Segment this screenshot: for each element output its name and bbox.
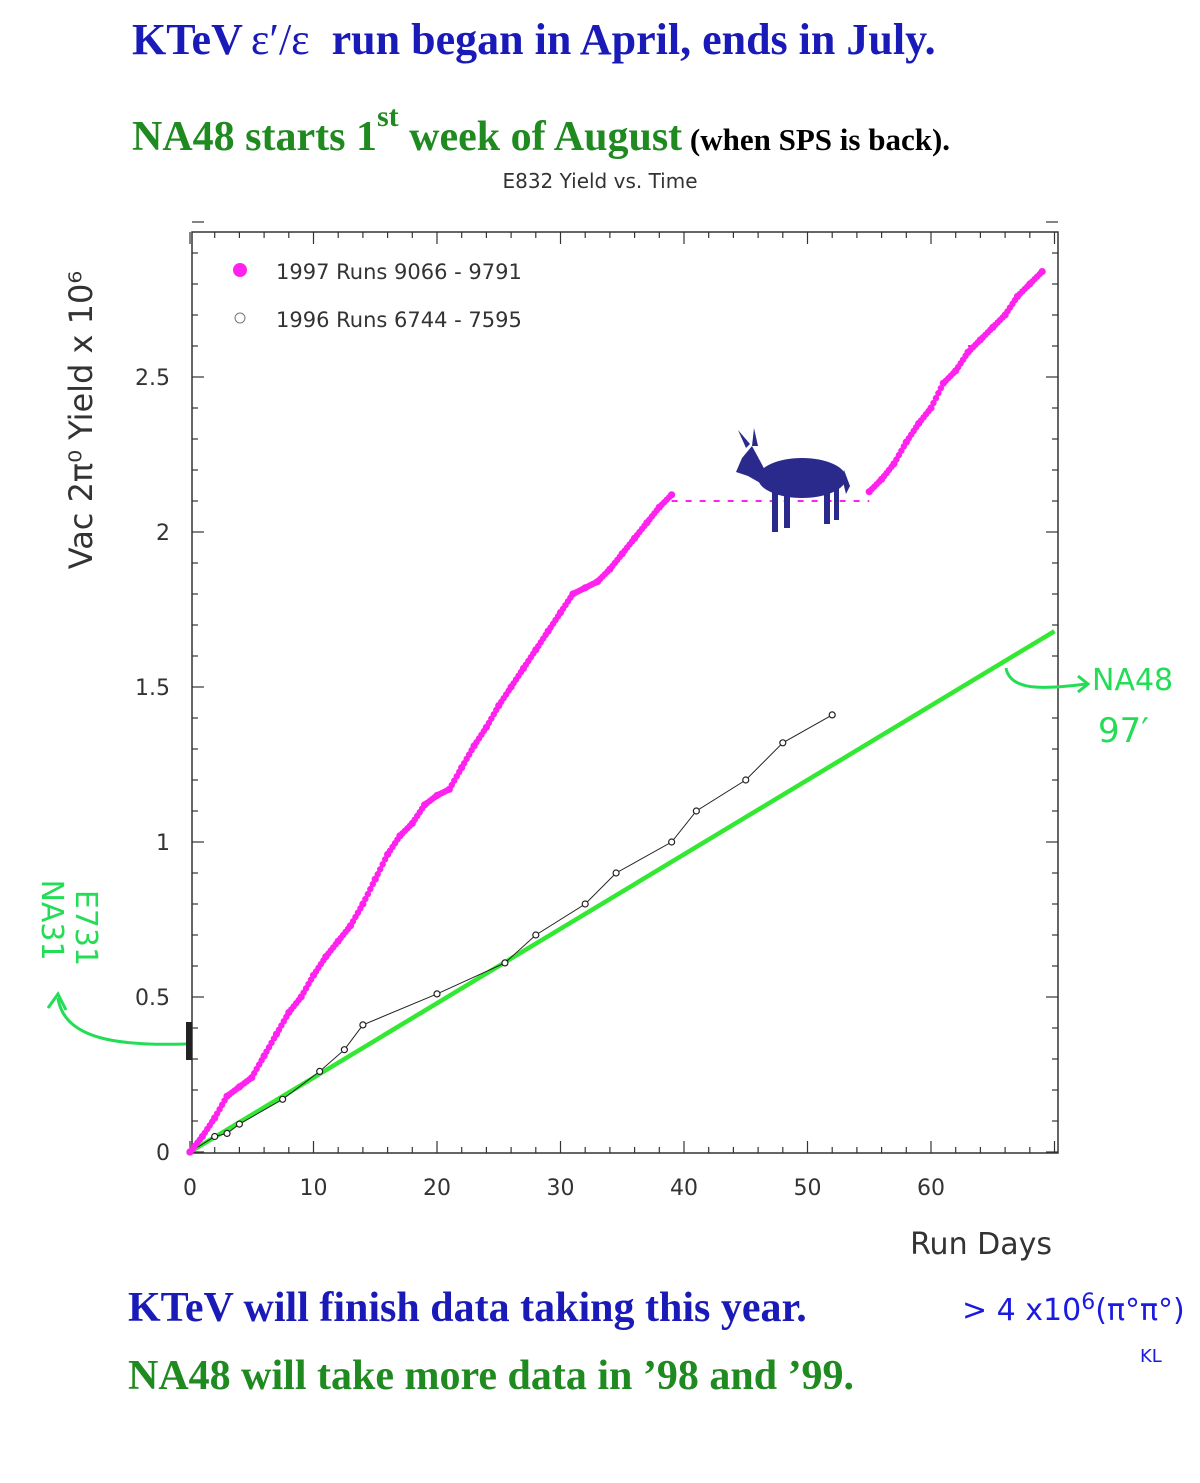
e731-handwritten-label: E731 bbox=[68, 890, 103, 966]
series-1997-point bbox=[374, 871, 381, 878]
header-na48-start: NA48 starts 1 bbox=[132, 114, 377, 160]
y-tick-label: 0.5 bbox=[135, 986, 170, 1011]
series-1996-line bbox=[189, 714, 833, 1153]
y-axis-label: Vac 2π⁰ Yield x 10⁶ bbox=[62, 271, 100, 569]
legend-1997-marker bbox=[233, 263, 247, 277]
header-run-dates: run began in April, ends in July. bbox=[331, 15, 936, 64]
header-line-1: KTeV ε′/ε run began in April, ends in July… bbox=[132, 14, 936, 65]
series-1996-point bbox=[223, 1129, 231, 1138]
x-tick-label: 50 bbox=[794, 1176, 822, 1201]
footer-line-1: KTeV will finish data taking this year. bbox=[128, 1285, 807, 1331]
header-sps-note: (when SPS is back). bbox=[682, 122, 951, 157]
na31-handwritten-label: NA31 bbox=[34, 879, 69, 960]
yield-chart: 0 10 20 30 40 50 60 0 0.5 1 1.5 2 2.5 E832 Yield vs. … bbox=[34, 169, 1173, 1262]
series-1997-point bbox=[932, 394, 940, 402]
x-tick-label: 0 bbox=[183, 1176, 197, 1201]
header-ktev: KTeV bbox=[132, 15, 243, 64]
legend-1997-label: 1997 Runs 9066 - 9791 bbox=[276, 260, 522, 284]
kaon-count-annotation: > 4 x106(π°π°) bbox=[962, 1290, 1185, 1328]
series-1996-point bbox=[581, 900, 589, 908]
x-tick-label: 10 bbox=[300, 1176, 328, 1201]
x-tick-label: 40 bbox=[670, 1176, 698, 1201]
donkey-shape bbox=[824, 488, 830, 524]
na31-arrowhead bbox=[46, 991, 68, 1011]
donkey-shape bbox=[758, 458, 846, 498]
kaon-mode-text: (π°π°) bbox=[1095, 1293, 1185, 1328]
series-1996-point bbox=[359, 1021, 367, 1029]
footer-line-2: NA48 will take more data in ’98 and ’99. bbox=[128, 1353, 855, 1399]
series-1996-point bbox=[433, 990, 441, 998]
header-week: week of August bbox=[398, 114, 683, 160]
header-epsilon-ratio: ε′/ε bbox=[250, 15, 310, 64]
x-axis-label: Run Days bbox=[910, 1227, 1052, 1262]
series-1997-point bbox=[376, 866, 384, 873]
donkey-icon bbox=[736, 428, 850, 532]
na48-arrow bbox=[1004, 667, 1087, 689]
donkey-shape bbox=[736, 446, 766, 484]
series-1996-point bbox=[742, 776, 750, 784]
series-1997-point bbox=[927, 404, 935, 412]
header-line-2: NA48 starts 1st week of August (when SPS… bbox=[132, 100, 950, 161]
na48-year-label: 97′ bbox=[1098, 711, 1149, 751]
series-1997-point bbox=[930, 399, 937, 407]
y-tick-label: 0 bbox=[156, 1141, 170, 1166]
na31-marker bbox=[186, 1022, 192, 1060]
donkey-shape bbox=[772, 488, 778, 532]
series-1996-point bbox=[501, 959, 509, 967]
donkey-shape bbox=[842, 470, 850, 494]
series-1996-point bbox=[612, 869, 620, 877]
y-tick-label: 1.5 bbox=[135, 676, 170, 701]
series-1996-point bbox=[340, 1046, 348, 1054]
series-1997-point bbox=[362, 895, 369, 903]
series-1997-point bbox=[1038, 268, 1046, 276]
donkey-shape bbox=[784, 488, 790, 528]
na48-arrowhead bbox=[1077, 674, 1091, 694]
series-1997-point bbox=[668, 491, 676, 499]
series-1996-point bbox=[532, 931, 540, 939]
series-1997-point bbox=[379, 861, 386, 868]
legend-1996-marker bbox=[234, 312, 246, 324]
series-1997-point bbox=[364, 890, 372, 898]
series-1996-point bbox=[779, 739, 787, 747]
na48-handwritten-label: NA48 bbox=[1092, 663, 1173, 698]
kaon-kl-label: KL bbox=[1140, 1346, 1162, 1367]
y-tick-label: 1 bbox=[156, 831, 170, 856]
x-tick-label: 60 bbox=[917, 1176, 945, 1201]
na31-arrow bbox=[56, 997, 187, 1046]
series-1997-point bbox=[359, 900, 367, 908]
donkey-shape bbox=[834, 488, 839, 520]
series-1996-point bbox=[211, 1132, 219, 1141]
kaon-count-exponent: 6 bbox=[1081, 1290, 1096, 1315]
donkey-shape bbox=[738, 430, 750, 448]
header-ordinal: st bbox=[376, 100, 399, 133]
series-1996-point bbox=[828, 711, 836, 719]
chart-title: E832 Yield vs. Time bbox=[502, 169, 697, 193]
donkey-shape bbox=[752, 428, 758, 446]
y-tick-label: 2.5 bbox=[135, 366, 170, 391]
x-tick-label: 20 bbox=[423, 1176, 451, 1201]
x-tick-label: 30 bbox=[547, 1176, 575, 1201]
series-1996-point bbox=[668, 838, 676, 846]
kaon-count-text: > 4 x10 bbox=[962, 1293, 1082, 1328]
series-1996-point bbox=[279, 1095, 287, 1103]
plot-frame bbox=[191, 231, 1059, 1154]
series-1996-point bbox=[235, 1120, 243, 1128]
series-1997-point bbox=[367, 885, 374, 893]
series-1996-point bbox=[692, 807, 700, 815]
series-1996-point bbox=[316, 1067, 324, 1076]
series-1997-point bbox=[935, 389, 942, 397]
series-1997-point bbox=[371, 875, 379, 883]
na48-line bbox=[188, 629, 1056, 1154]
y-tick-label: 2 bbox=[156, 521, 170, 546]
legend-1996-label: 1996 Runs 6744 - 7595 bbox=[276, 308, 522, 332]
